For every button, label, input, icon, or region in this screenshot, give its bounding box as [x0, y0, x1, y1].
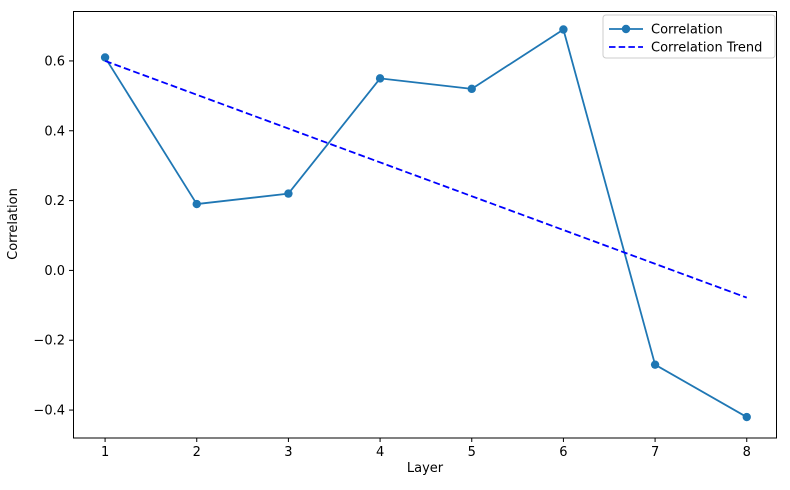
data-point-marker — [192, 199, 201, 209]
legend-entry-correlation-trend: Correlation Trend — [609, 41, 762, 56]
legend-entry-correlation: Correlation — [609, 23, 723, 38]
y-axis-ticks: −0.4 −0.2 0.0 0.2 0.4 0.6 — [33, 54, 73, 419]
data-point-marker — [467, 84, 476, 94]
legend-label-correlation-trend: Correlation Trend — [651, 41, 762, 56]
data-point-marker — [375, 74, 385, 83]
x-tick-label: 8 — [743, 445, 751, 460]
y-tick-label: 0.6 — [44, 54, 65, 69]
y-tick-label: 0.2 — [44, 194, 65, 209]
y-tick-label: 0.0 — [44, 264, 65, 279]
legend-box — [602, 14, 776, 59]
x-axis-ticks: 1 2 3 4 5 6 7 8 — [101, 438, 751, 460]
data-point-marker — [284, 189, 293, 198]
x-tick-label: 6 — [559, 445, 567, 460]
y-tick-label: −0.4 — [33, 404, 65, 419]
x-axis-label: Layer — [407, 461, 444, 476]
x-tick-label: 5 — [468, 445, 476, 460]
x-tick-label: 4 — [376, 445, 384, 460]
x-tick-label: 7 — [651, 445, 659, 460]
x-tick-label: 1 — [101, 445, 109, 460]
data-point-marker — [650, 360, 660, 369]
correlation-series-line — [104, 28, 748, 418]
series-group — [100, 25, 751, 422]
legend-label-correlation: Correlation — [651, 23, 723, 38]
y-tick-label: 0.4 — [44, 124, 65, 139]
y-tick-label: −0.2 — [33, 334, 65, 349]
x-tick-label: 3 — [284, 445, 292, 460]
legend-marker-icon — [621, 24, 631, 34]
data-point-marker — [559, 25, 568, 34]
axes-spines — [73, 11, 777, 439]
data-point-marker — [100, 53, 110, 62]
y-axis-label: Correlation — [6, 188, 21, 260]
x-tick-label: 2 — [193, 445, 201, 460]
legend: Correlation Correlation Trend — [602, 14, 776, 59]
correlation-trend-line — [104, 60, 748, 299]
data-point-marker — [742, 412, 751, 422]
